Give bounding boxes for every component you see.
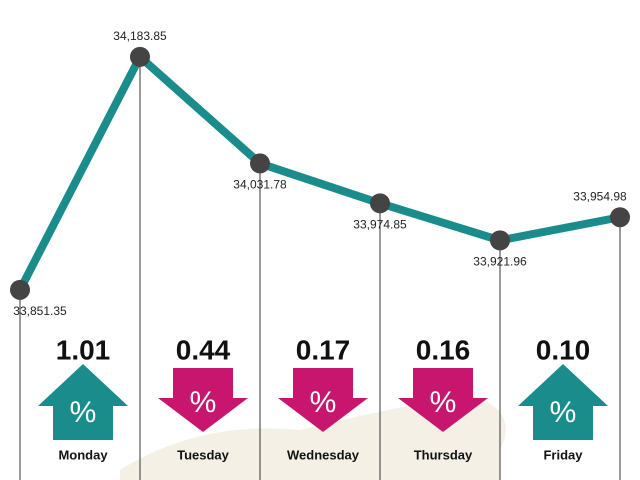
direction-arrow bbox=[38, 364, 128, 440]
data-label: 33,974.85 bbox=[353, 217, 407, 231]
marker bbox=[250, 153, 270, 174]
percent-symbol: % bbox=[550, 396, 577, 429]
percent-symbol: % bbox=[190, 386, 217, 419]
direction-arrow bbox=[278, 368, 368, 432]
percent-symbol: % bbox=[430, 386, 457, 419]
day-label: Friday bbox=[543, 447, 583, 462]
marker bbox=[370, 193, 390, 214]
percent-symbol: % bbox=[70, 396, 97, 429]
data-label: 34,031.78 bbox=[233, 178, 287, 192]
direction-arrow bbox=[158, 368, 248, 432]
day-label: Monday bbox=[58, 447, 108, 462]
change-value: 0.17 bbox=[296, 334, 351, 365]
marker bbox=[130, 46, 150, 67]
day-label: Thursday bbox=[414, 447, 473, 462]
direction-arrow bbox=[518, 364, 608, 440]
data-label: 33,921.96 bbox=[473, 255, 527, 269]
data-label: 34,183.85 bbox=[113, 29, 167, 43]
change-value: 0.10 bbox=[536, 334, 591, 365]
marker bbox=[610, 207, 630, 228]
data-label: 33,851.35 bbox=[13, 304, 67, 318]
direction-arrow bbox=[398, 368, 488, 432]
change-value: 0.44 bbox=[176, 334, 231, 365]
day-label: Tuesday bbox=[177, 447, 230, 462]
change-value: 0.16 bbox=[416, 334, 471, 365]
day-label: Wednesday bbox=[287, 447, 360, 462]
line bbox=[16, 52, 621, 292]
marker bbox=[10, 279, 30, 300]
marker bbox=[490, 230, 510, 251]
background-map bbox=[120, 395, 506, 480]
change-value: 1.01 bbox=[56, 334, 111, 365]
data-label: 33,954.98 bbox=[573, 189, 627, 203]
percent-symbol: % bbox=[310, 386, 337, 419]
map-shape bbox=[120, 395, 506, 480]
